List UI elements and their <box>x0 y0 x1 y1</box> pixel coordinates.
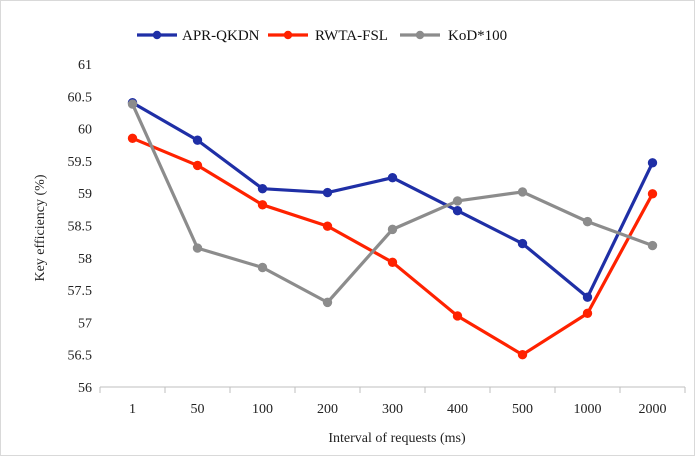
data-point <box>257 183 268 194</box>
data-point <box>517 350 528 360</box>
legend-label: KoD*100 <box>448 28 507 44</box>
x-tick-label: 100 <box>252 402 273 417</box>
series-line <box>130 136 655 357</box>
data-point <box>322 297 333 308</box>
data-point <box>647 158 658 168</box>
data-point <box>582 308 593 319</box>
data-point <box>517 238 528 249</box>
data-point <box>322 221 333 231</box>
data-point <box>452 311 463 321</box>
legend-item: APR-QKDN <box>137 28 260 44</box>
legend-swatch-marker <box>283 30 293 40</box>
y-tick-label: 57 <box>78 316 92 331</box>
series-kod-100 <box>127 99 658 308</box>
y-tick-label: 61 <box>78 58 92 73</box>
series-apr-qkdn <box>127 98 658 302</box>
data-point <box>192 135 203 145</box>
data-point <box>582 292 593 302</box>
x-tick-label: 50 <box>191 402 205 417</box>
series-line <box>130 102 655 304</box>
data-point <box>127 99 138 109</box>
data-point <box>322 187 333 198</box>
y-tick-label: 60.5 <box>68 90 93 105</box>
y-tick-label: 56 <box>78 381 92 396</box>
y-tick-label: 56.5 <box>68 349 93 364</box>
y-tick-label: 57.5 <box>68 284 93 299</box>
data-point <box>387 257 398 268</box>
y-tick-label: 60 <box>78 123 92 138</box>
data-point <box>257 200 268 210</box>
legend: APR-QKDN RWTA-FSL KoD*100 <box>137 28 507 44</box>
y-tick-label: 59 <box>78 187 92 202</box>
data-point <box>647 189 658 199</box>
data-point <box>192 160 203 171</box>
x-tick-label: 2000 <box>639 402 667 417</box>
data-point <box>452 205 463 216</box>
x-tick-label: 400 <box>447 402 468 417</box>
series-rwta-fsl <box>127 133 658 360</box>
data-point <box>257 262 268 273</box>
legend-swatch-marker <box>152 30 162 40</box>
legend-label: APR-QKDN <box>182 28 260 44</box>
data-point <box>517 187 528 197</box>
y-axis-ticks: 56 56.5 57 57.5 58 58.5 59 59.5 60 60.5 61 <box>68 58 93 396</box>
series-line <box>130 101 655 299</box>
x-axis: 1 50 100 200 300 400 500 1000 2000 <box>99 386 686 417</box>
x-tick-label: 1000 <box>574 402 602 417</box>
x-tick-label: 200 <box>317 402 338 417</box>
y-tick-label: 58 <box>78 252 92 267</box>
data-point <box>387 172 398 183</box>
data-point <box>582 216 593 227</box>
legend-label: RWTA-FSL <box>315 28 388 44</box>
y-tick-label: 59.5 <box>68 155 93 170</box>
data-point <box>452 196 463 206</box>
data-point <box>127 133 138 143</box>
x-tick-label: 300 <box>382 402 403 417</box>
data-point <box>192 243 203 253</box>
y-axis-title: Key efficiency (%) <box>33 174 48 281</box>
x-tick-label: 1 <box>129 402 136 417</box>
legend-item: KoD*100 <box>400 28 507 44</box>
series-group <box>127 98 658 360</box>
legend-item: RWTA-FSL <box>268 28 388 44</box>
data-point <box>387 224 398 235</box>
x-axis-title: Interval of requests (ms) <box>328 431 466 446</box>
x-tick-label: 500 <box>512 402 533 417</box>
y-tick-label: 58.5 <box>68 220 93 235</box>
legend-swatch-marker <box>415 30 425 40</box>
data-point <box>647 240 658 251</box>
